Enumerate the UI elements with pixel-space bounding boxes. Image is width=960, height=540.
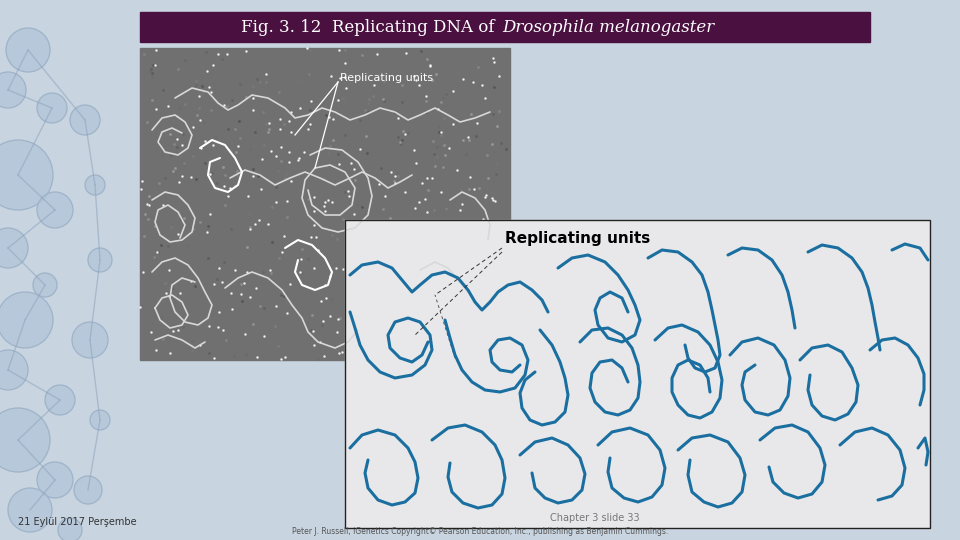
Circle shape bbox=[33, 273, 57, 297]
Circle shape bbox=[58, 518, 82, 540]
Text: Fig. 3. 12  Replicating DNA of: Fig. 3. 12 Replicating DNA of bbox=[241, 18, 500, 36]
Circle shape bbox=[0, 292, 53, 348]
Circle shape bbox=[70, 105, 100, 135]
Text: Peter J. Russell, iGenetics Copyright© Pearson Education, Inc., publishing as Be: Peter J. Russell, iGenetics Copyright© P… bbox=[292, 528, 668, 537]
Circle shape bbox=[74, 476, 102, 504]
Circle shape bbox=[0, 228, 28, 268]
Circle shape bbox=[85, 175, 105, 195]
Circle shape bbox=[0, 72, 26, 108]
Circle shape bbox=[72, 322, 108, 358]
Circle shape bbox=[0, 350, 28, 390]
Bar bbox=[345, 220, 930, 528]
Circle shape bbox=[90, 410, 110, 430]
Circle shape bbox=[37, 192, 73, 228]
Circle shape bbox=[8, 488, 52, 532]
Circle shape bbox=[0, 140, 53, 210]
Circle shape bbox=[45, 385, 75, 415]
Circle shape bbox=[88, 248, 112, 272]
Text: Chapter 3 slide 33: Chapter 3 slide 33 bbox=[550, 513, 639, 523]
Text: Replicating units: Replicating units bbox=[340, 73, 433, 83]
Bar bbox=[140, 48, 510, 360]
Text: Drosophila melanogaster: Drosophila melanogaster bbox=[502, 18, 714, 36]
Bar bbox=[345, 220, 930, 528]
Circle shape bbox=[6, 28, 50, 72]
Text: Replicating units: Replicating units bbox=[505, 231, 650, 246]
Circle shape bbox=[37, 462, 73, 498]
Bar bbox=[140, 12, 870, 42]
Circle shape bbox=[0, 408, 50, 472]
Text: 21 Eylül 2017 Perşembe: 21 Eylül 2017 Perşembe bbox=[18, 517, 136, 527]
Circle shape bbox=[37, 93, 67, 123]
